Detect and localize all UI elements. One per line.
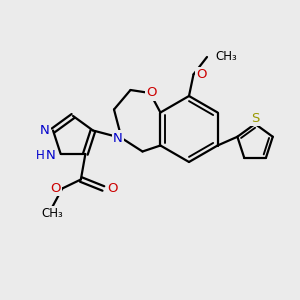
Text: CH₃: CH₃ bbox=[41, 208, 63, 220]
Text: S: S bbox=[251, 112, 259, 125]
Text: N: N bbox=[113, 131, 123, 145]
Text: O: O bbox=[146, 86, 157, 100]
Text: N: N bbox=[46, 149, 55, 162]
Text: O: O bbox=[196, 68, 207, 81]
Text: O: O bbox=[50, 182, 61, 195]
Text: H: H bbox=[36, 149, 45, 162]
Text: O: O bbox=[107, 182, 118, 195]
Text: N: N bbox=[40, 124, 50, 137]
Text: CH₃: CH₃ bbox=[215, 50, 237, 64]
